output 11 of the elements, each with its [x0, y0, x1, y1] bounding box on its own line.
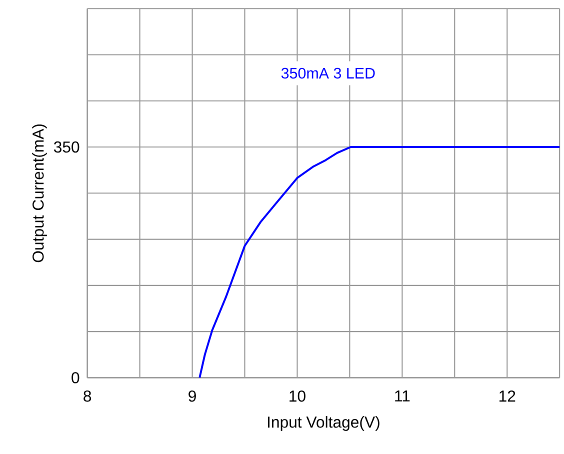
- x-tick-label: 9: [188, 390, 196, 402]
- x-tick-label: 8: [84, 390, 92, 402]
- line-series: [198, 146, 561, 378]
- x-axis-title: Input Voltage(V): [268, 416, 380, 431]
- x-tick-label: 11: [395, 390, 410, 402]
- y-tick-label: 0: [72, 372, 80, 384]
- y-axis-title: Output Current(mA): [32, 124, 47, 262]
- y-tick-label: 350: [54, 141, 80, 152]
- x-tick-label: 10: [290, 390, 306, 402]
- x-tick-label: 12: [499, 390, 516, 402]
- annotation: 350mA 3 LED: [281, 68, 375, 78]
